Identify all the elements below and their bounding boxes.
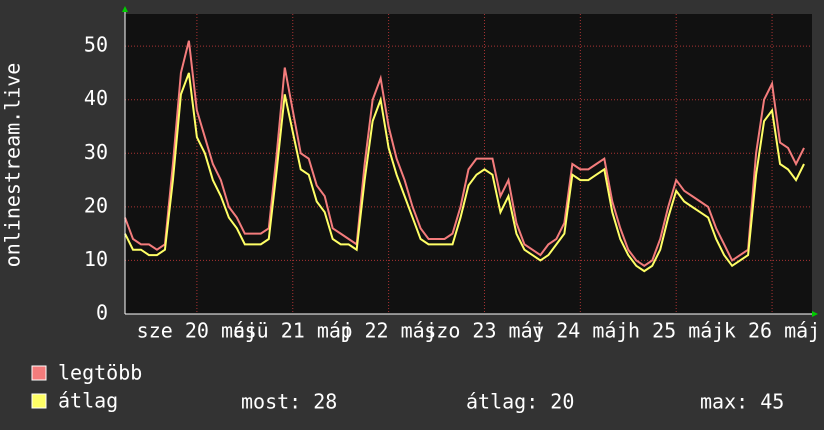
- x-tick-label: v 24 máj: [532, 319, 628, 343]
- y-tick-label: 0: [96, 301, 108, 325]
- legend-label: legtöbb: [58, 361, 142, 385]
- y-tick-label: 10: [84, 247, 108, 271]
- series-line: [124, 40, 805, 267]
- y-tick-label: 50: [84, 33, 108, 57]
- stat: max: 45: [700, 390, 784, 414]
- y-tick-label: 20: [84, 193, 108, 217]
- series-line: [124, 72, 805, 273]
- x-tick-label: k 26 máj: [724, 319, 820, 343]
- x-tick-label: szo 23 máj: [424, 319, 544, 343]
- x-tick-label: h 25 máj: [628, 319, 724, 343]
- legend-swatch: [31, 393, 47, 409]
- y-tick-label: 30: [84, 140, 108, 164]
- legend-label: átlag: [58, 389, 118, 413]
- plot-area: [125, 14, 812, 314]
- x-tick-label: csü 21 máj: [233, 319, 353, 343]
- y-tick-label: 40: [84, 86, 108, 110]
- legend-swatch: [31, 365, 47, 381]
- x-arrow: [812, 311, 818, 317]
- stat: átlag: 20: [466, 390, 574, 414]
- y-arrow: [122, 6, 128, 12]
- y-axis-label: onlinestream.live: [1, 63, 25, 268]
- stat: most: 28: [241, 390, 337, 414]
- x-tick-label: sze 20 máj: [137, 319, 257, 343]
- x-tick-label: p 22 máj: [340, 319, 436, 343]
